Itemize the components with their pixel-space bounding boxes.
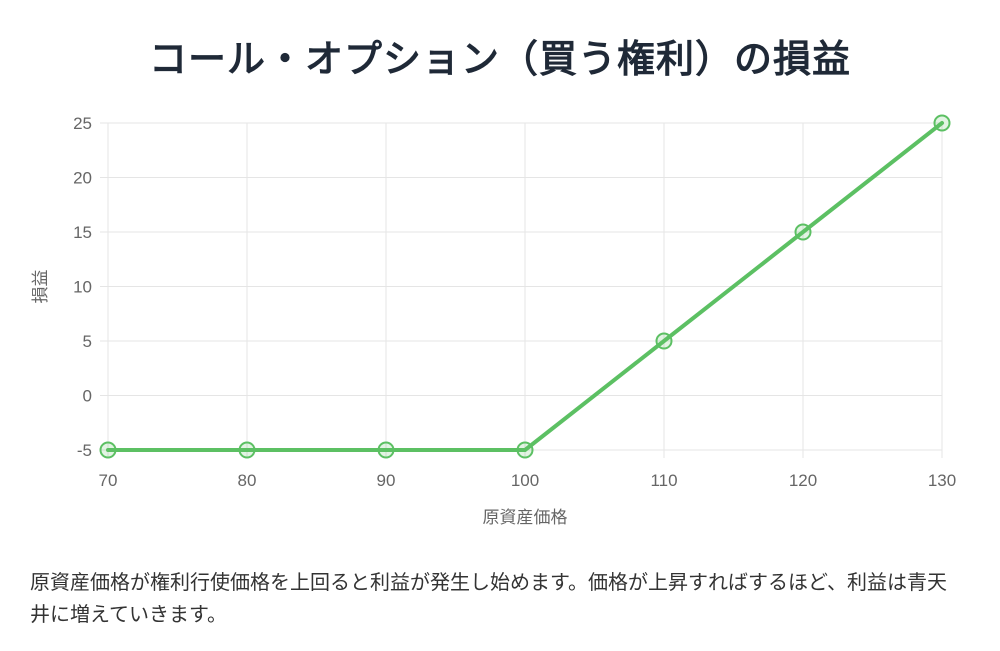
description-text: 原資産価格が権利行使価格を上回ると利益が発生し始めます。価格が上昇すればするほど… [30,570,947,626]
line-chart: -5 0 5 10 15 20 25 70 80 90 100 110 120 130 原資産価格 損益 [31,114,956,528]
data-point [794,223,812,241]
y-tick-label: 10 [73,278,92,297]
data-point [516,441,534,459]
x-tick-label: 90 [377,471,396,490]
data-point [933,114,951,132]
grid-lines [100,122,943,458]
series-layer [99,114,951,459]
data-point [655,332,673,350]
x-tick-label: 70 [99,471,118,490]
series-line [106,121,944,452]
x-tick-label: 100 [511,471,539,490]
data-point [238,441,256,459]
axes: -5 0 5 10 15 20 25 70 80 90 100 110 120 130 [73,114,956,490]
y-tick-label: 0 [83,387,92,406]
x-tick-label: 110 [650,471,677,490]
x-axis-label: 原資産価格 [483,508,568,528]
y-tick-label: -5 [77,441,92,460]
data-point [99,441,117,459]
x-tick-label: 80 [238,471,257,490]
y-tick-label: 20 [73,169,92,188]
y-tick-label: 25 [73,114,92,133]
y-tick-label: 15 [73,223,92,242]
x-tick-label: 130 [928,471,956,490]
y-tick-label: 5 [83,332,92,351]
y-axis-label: 損益 [31,270,51,304]
data-point [377,441,395,459]
x-tick-label: 120 [789,471,817,490]
chart-title: コール・オプション（買う権利）の損益 [148,37,851,81]
